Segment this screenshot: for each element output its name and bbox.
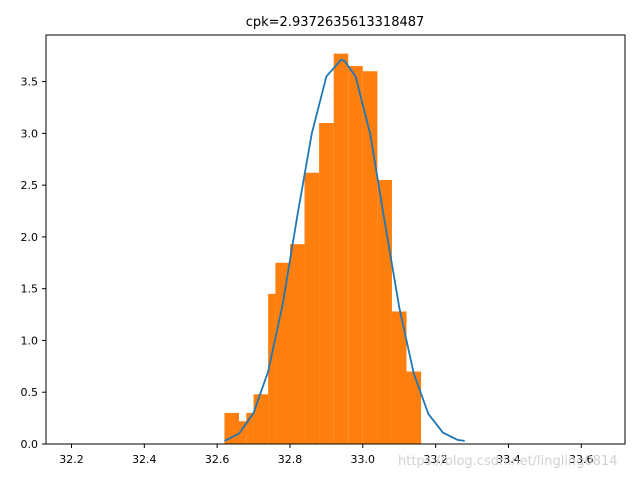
y-tick-label: 0.5 <box>21 386 39 399</box>
histogram-bar <box>253 394 269 444</box>
histogram-bar <box>391 311 407 444</box>
chart-title: cpk=2.9372635613318487 <box>246 15 425 30</box>
x-tick-label: 32.8 <box>278 453 303 466</box>
x-tick-label: 32.2 <box>59 453 84 466</box>
histogram-bar <box>348 66 363 444</box>
y-tick-label: 2.0 <box>21 231 39 244</box>
x-tick-label: 33.4 <box>496 453 521 466</box>
watermark: https://blog.csdn.net/lingling0814 <box>398 454 618 469</box>
x-tick-label: 32.6 <box>205 453 230 466</box>
plot-frame <box>45 34 626 445</box>
histogram-bar <box>362 71 378 444</box>
histogram-bar <box>275 262 290 444</box>
x-axis: 32.2 32.4 32.6 32.8 33.0 33.2 33.4 33.6 <box>59 444 594 466</box>
histogram-bar <box>239 421 247 444</box>
histogram-bar <box>406 371 422 444</box>
normal-curve <box>224 58 465 442</box>
y-axis: 0.0 0.5 1.0 1.5 2.0 2.5 3.0 3.5 <box>21 76 46 451</box>
x-tick-label: 33.2 <box>423 453 448 466</box>
x-tick-label: 32.4 <box>132 453 157 466</box>
x-tick-label: 33.0 <box>351 453 376 466</box>
x-tick-label: 33.6 <box>569 453 594 466</box>
histogram-bar <box>268 293 276 444</box>
histogram-bar <box>333 53 349 445</box>
histogram-bar <box>289 244 305 444</box>
y-tick-label: 1.0 <box>21 334 39 347</box>
histogram-bar <box>304 172 320 444</box>
histogram-bar <box>319 123 334 444</box>
histogram-bar <box>246 412 254 444</box>
y-tick-label: 2.5 <box>21 179 39 192</box>
y-tick-label: 3.0 <box>21 127 39 140</box>
histogram-bars <box>224 53 422 445</box>
y-tick-label: 1.5 <box>21 283 39 296</box>
y-tick-label: 3.5 <box>21 76 39 89</box>
y-tick-label: 0.0 <box>21 438 39 451</box>
